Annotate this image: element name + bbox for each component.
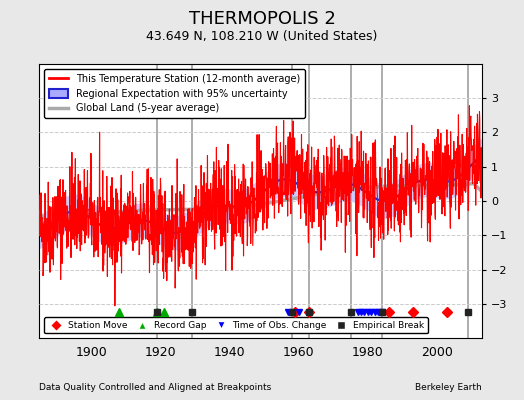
Text: 2000: 2000 bbox=[421, 346, 453, 359]
Text: 1980: 1980 bbox=[352, 346, 384, 359]
Text: 1900: 1900 bbox=[75, 346, 107, 359]
Text: THERMOPOLIS 2: THERMOPOLIS 2 bbox=[189, 10, 335, 28]
Text: 1960: 1960 bbox=[283, 346, 314, 359]
Legend: This Temperature Station (12-month average), Regional Expectation with 95% uncer: This Temperature Station (12-month avera… bbox=[44, 69, 305, 118]
Text: 1940: 1940 bbox=[214, 346, 245, 359]
Text: 1920: 1920 bbox=[145, 346, 176, 359]
Text: Data Quality Controlled and Aligned at Breakpoints: Data Quality Controlled and Aligned at B… bbox=[39, 383, 271, 392]
Text: 43.649 N, 108.210 W (United States): 43.649 N, 108.210 W (United States) bbox=[146, 30, 378, 43]
Text: Berkeley Earth: Berkeley Earth bbox=[416, 383, 482, 392]
